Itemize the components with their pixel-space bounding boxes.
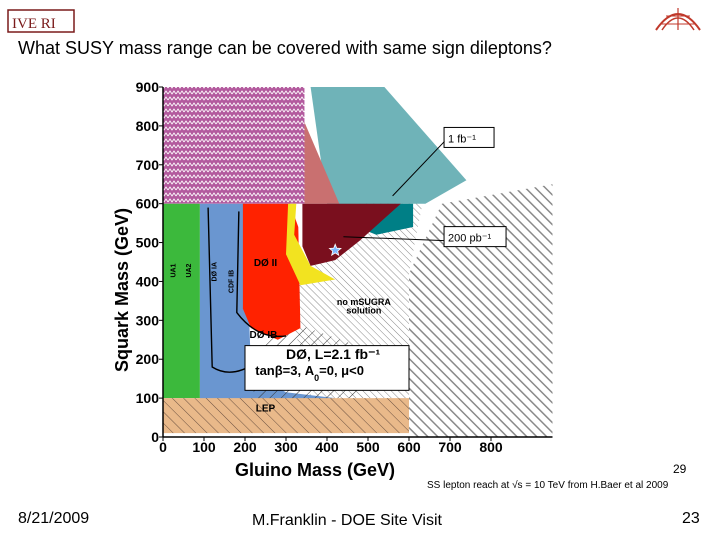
x-tick-label: 0 xyxy=(159,439,167,455)
footer-title: M.Franklin - DOE Site Visit xyxy=(252,512,442,529)
blue-region xyxy=(199,203,336,422)
university-logo xyxy=(652,2,704,32)
x-tick-label: 500 xyxy=(356,439,380,455)
x-tick-label: 600 xyxy=(397,439,421,455)
reach-1fb-region xyxy=(310,87,467,204)
susy-reach-chart: 0 100 200 300 400 500 600 700 800 900 0 100 200 300 40… xyxy=(112,79,553,480)
y-tick-label: 0 xyxy=(151,429,159,445)
y-tick-label: 100 xyxy=(136,390,160,406)
x-tick-label: 700 xyxy=(438,439,462,455)
annotation-d-ib: DØ IB xyxy=(250,330,278,341)
y-tick-label: 200 xyxy=(136,351,160,367)
hatched-region-right xyxy=(409,184,553,437)
annotation-d-ia: DØ IA xyxy=(211,262,218,281)
x-tick-label: 200 xyxy=(233,439,257,455)
annotation-lep: LEP xyxy=(256,404,276,415)
excluded-top-region xyxy=(163,87,305,204)
inner-page-number: 29 xyxy=(673,462,687,476)
y-tick-label: 500 xyxy=(136,235,160,251)
legend-box xyxy=(244,345,410,391)
y-tick-label: 600 xyxy=(136,196,160,212)
legend-line-1: DØ, L=2.1 fb⁻¹ xyxy=(286,346,380,362)
annotation-1-fb-box xyxy=(443,126,495,148)
annotation-1-fb: 1 fb⁻¹ xyxy=(448,133,476,145)
lep-region xyxy=(163,398,409,434)
annotation-d-ii: DØ II xyxy=(254,258,278,269)
annotation-200-pb: 200 pb⁻¹ xyxy=(448,233,491,245)
institute-logo: IVE RI xyxy=(6,2,76,36)
arrow-200pb xyxy=(343,236,445,242)
legend-line-2: tanβ=3, A0=0, μ<0 xyxy=(255,363,364,383)
yellow-band xyxy=(286,203,336,286)
contour-cdf xyxy=(236,211,287,338)
green-region xyxy=(163,203,200,399)
annotation-ua1: UA1 xyxy=(170,263,177,277)
reach-200pb-region xyxy=(302,203,401,266)
footer-date: 8/21/2009 xyxy=(18,510,90,527)
annotation-solution: solution xyxy=(346,305,381,315)
annotation-no-msugra: no mSUGRA xyxy=(337,297,392,307)
y-tick-label: 700 xyxy=(136,157,160,173)
arrow-1fb xyxy=(392,141,445,197)
x-tick-label: 300 xyxy=(274,439,298,455)
d0-ii-region xyxy=(242,203,301,340)
y-tick-label: 900 xyxy=(136,79,160,95)
logo-left-text: IVE RI xyxy=(12,16,56,32)
annotation-ua2: UA2 xyxy=(186,263,193,277)
annotation-cdf-ib: CDF IB xyxy=(229,270,236,293)
y-tick-label: 400 xyxy=(136,273,160,289)
benchmark-star xyxy=(328,243,342,257)
x-tick-label: 400 xyxy=(315,439,339,455)
y-axis-label: Squark Mass (GeV) xyxy=(112,208,132,372)
x-axis-label: Gluino Mass (GeV) xyxy=(235,460,395,480)
slide-number: 23 xyxy=(682,510,700,527)
y-tick-label: 300 xyxy=(136,312,160,328)
slide-title: What SUSY mass range can be covered with… xyxy=(18,38,552,58)
y-tick-label: 800 xyxy=(136,118,160,134)
source-note: SS lepton reach at √s = 10 TeV from H.Ba… xyxy=(427,480,669,491)
annotation-200-pb-box xyxy=(443,226,507,248)
salmon-region xyxy=(304,122,340,204)
x-tick-label: 100 xyxy=(192,439,216,455)
x-tick-label: 800 xyxy=(479,439,503,455)
